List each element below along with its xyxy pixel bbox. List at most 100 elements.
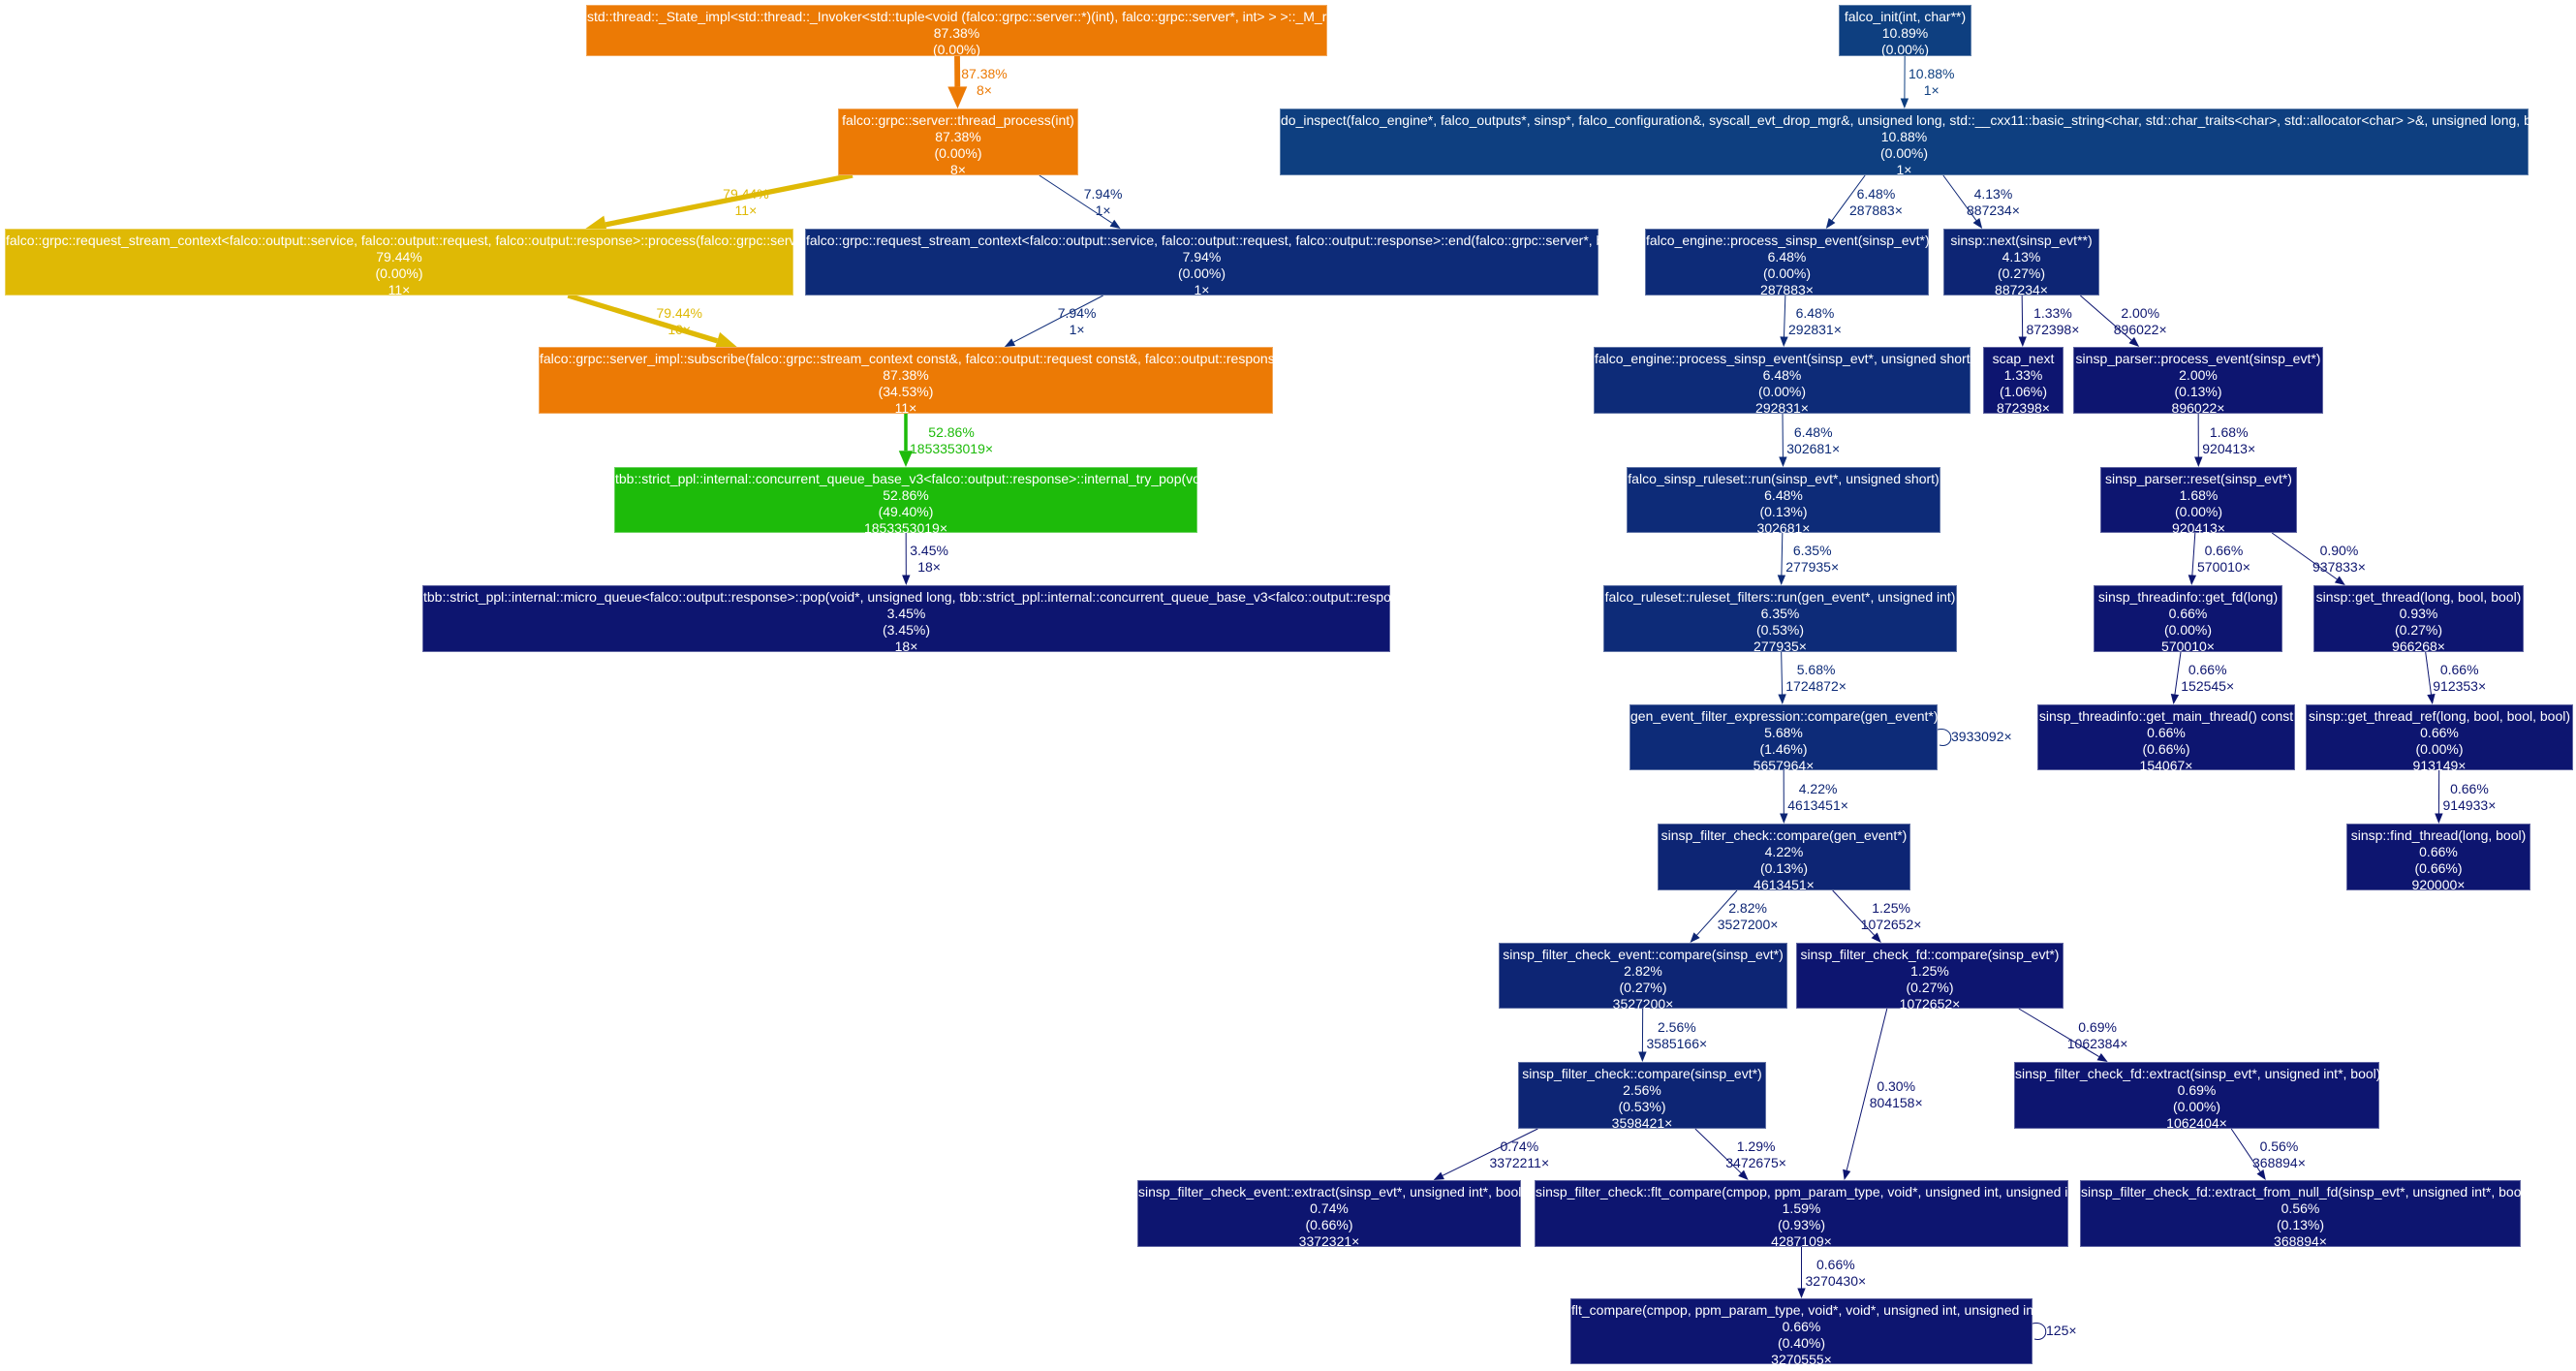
edge-label: 7.94% 1× <box>1058 305 1097 338</box>
function-node[interactable]: sinsp_filter_check_event::compare(sinsp_… <box>1499 943 1787 1012</box>
function-node[interactable]: sinsp_filter_check_event::extract(sinsp_… <box>1137 1180 1526 1249</box>
function-node[interactable]: do_inspect(falco_engine*, falco_outputs*… <box>1280 109 2576 177</box>
call-count: 154067× <box>2139 758 2193 773</box>
function-node[interactable]: tbb::strict_ppl::internal::concurrent_qu… <box>614 467 1221 536</box>
arrowhead-icon <box>1109 219 1121 229</box>
function-node[interactable]: flt_compare(cmpop, ppm_param_type, void*… <box>1570 1298 2042 1367</box>
function-name: falco::grpc::server::thread_process(int) <box>842 112 1074 128</box>
function-node[interactable]: falco::grpc::server_impl::subscribe(falc… <box>539 347 1296 416</box>
call-count: 920413× <box>2172 520 2225 536</box>
function-node[interactable]: falco::grpc::server::thread_process(int)… <box>838 109 1078 177</box>
self-time-percent: (0.13%) <box>2174 384 2222 399</box>
edge-call-count: 8× <box>977 82 992 98</box>
edge-label: 2.56% 3585166× <box>1647 1019 1708 1052</box>
edge-percent: 0.74% <box>1500 1137 1539 1154</box>
self-time-percent: (0.53%) <box>1755 622 1805 638</box>
arrowhead-icon <box>2128 336 2140 347</box>
function-node[interactable]: sinsp_threadinfo::get_main_thread() cons… <box>2037 704 2295 773</box>
edge-label: 0.56% 368894× <box>2252 1138 2306 1171</box>
function-node[interactable]: sinsp::next(sinsp_evt**) 4.13% (0.27%) 8872… <box>1943 229 2099 297</box>
edge-call-count: 287883× <box>1849 202 1903 218</box>
edge-label: 79.44% 11× <box>723 186 768 219</box>
function-node[interactable]: gen_event_filter_expression::compare(gen… <box>1629 704 1939 773</box>
edge-label: 52.86% 1853353019× <box>910 424 993 457</box>
call-edge <box>2230 1128 2261 1172</box>
function-name: tbb::strict_ppl::internal::concurrent_qu… <box>615 471 1221 486</box>
edge-label: 6.48% 292831× <box>1788 305 1842 338</box>
edge-percent: 1.29% <box>1736 1137 1776 1154</box>
edge-label: 6.48% 302681× <box>1786 424 1840 457</box>
total-time-percent: 10.88% <box>1880 129 1928 144</box>
function-node[interactable]: sinsp_parser::process_event(sinsp_evt*) 2… <box>2073 347 2323 416</box>
arrowhead-icon <box>2018 336 2027 347</box>
function-node[interactable]: sinsp::get_thread_ref(long, bool, bool, … <box>2306 704 2573 773</box>
function-node[interactable]: sinsp_filter_check::flt_compare(cmpop, p… <box>1535 1180 2084 1249</box>
edge-percent: 6.48% <box>1856 185 1896 202</box>
function-node[interactable]: scap_next 1.33% (1.06%) 872398× <box>1983 347 2064 416</box>
edge-call-count: 11× <box>734 202 758 218</box>
function-node[interactable]: sinsp_filter_check::compare(gen_event*) 4… <box>1658 824 1910 892</box>
edge-percent: 52.86% <box>928 423 975 440</box>
arrowhead-icon <box>1004 338 1016 347</box>
arrowhead-icon <box>2334 576 2345 585</box>
function-node[interactable]: falco::grpc::request_stream_context<falc… <box>5 229 818 297</box>
total-time-percent: 6.48% <box>1764 487 1803 503</box>
function-node[interactable]: falco_engine::process_sinsp_event(sinsp_… <box>1594 347 1974 416</box>
function-node[interactable]: falco_engine::process_sinsp_event(sinsp_… <box>1645 229 1930 297</box>
arrowhead-icon <box>1638 1051 1647 1062</box>
call-edge <box>2191 532 2196 576</box>
edge-call-count: 302681× <box>1786 440 1841 456</box>
edge-call-count: 3527200× <box>1717 917 1779 932</box>
function-node[interactable]: sinsp_filter_check::compare(sinsp_evt*) 2… <box>1518 1062 1766 1131</box>
total-time-percent: 52.86% <box>883 487 929 503</box>
self-time-percent: (0.93%) <box>1777 1217 1826 1232</box>
function-node[interactable]: sinsp_filter_check_fd::extract(sinsp_evt… <box>2014 1062 2380 1131</box>
call-count: 913149× <box>2412 758 2467 773</box>
function-node[interactable]: falco_init(int, char**) 10.89% (0.00%) <box>1839 5 1971 57</box>
edge-percent: 1.25% <box>1872 900 1910 916</box>
self-time-percent: (0.00%) <box>375 265 423 281</box>
edge-label: 5.68% 1724872× <box>1785 662 1847 695</box>
edge-call-count: 937833× <box>2312 559 2366 575</box>
total-time-percent: 6.35% <box>1760 606 1800 621</box>
call-count: 3372321× <box>1298 1233 1360 1249</box>
function-node[interactable]: falco::grpc::request_stream_context<falc… <box>805 229 1627 297</box>
call-edge <box>1846 1008 1888 1170</box>
total-time-percent: 7.94% <box>1182 249 1222 265</box>
arrowhead-icon <box>1871 932 1881 943</box>
function-node[interactable]: sinsp_filter_check_fd::extract_from_null… <box>2080 1180 2529 1249</box>
edge-call-count: 3372211× <box>1489 1154 1550 1170</box>
function-node[interactable]: falco_ruleset::ruleset_filters::run(gen_… <box>1603 585 1957 654</box>
edge-call-count: 887234× <box>1967 202 2020 218</box>
function-node[interactable]: sinsp::find_thread(long, bool) 0.66% (0.66… <box>2346 824 2530 892</box>
function-name: sinsp_filter_check::flt_compare(cmpop, p… <box>1536 1184 2084 1200</box>
edge-label: 4.22% 4613451× <box>1787 781 1848 814</box>
call-count: 966268× <box>2392 639 2445 654</box>
edge-percent: 79.44% <box>656 304 702 321</box>
edge-call-count: 896022× <box>2113 321 2167 337</box>
call-count: 3598421× <box>1611 1115 1673 1131</box>
call-edge <box>1039 174 1113 224</box>
total-time-percent: 6.48% <box>1762 367 1802 383</box>
edge-call-count: 18× <box>917 559 941 575</box>
call-count: 920000× <box>2411 877 2466 892</box>
edge-percent: 10.88% <box>1909 66 1955 81</box>
edge-call-count: 1062384× <box>2066 1035 2128 1051</box>
function-node[interactable]: sinsp_threadinfo::get_fd(long) 0.66% (0.00… <box>2094 585 2282 654</box>
call-count: 277935× <box>1754 639 1807 654</box>
function-name: sinsp_parser::process_event(sinsp_evt*) <box>2075 351 2321 366</box>
function-node[interactable]: std::thread::_State_impl<std::thread::_I… <box>586 5 1350 57</box>
self-time-percent: (0.27%) <box>1619 980 1667 995</box>
function-node[interactable]: tbb::strict_ppl::internal::micro_queue<f… <box>422 585 1435 654</box>
edge-call-count: 3585166× <box>1646 1035 1708 1051</box>
call-count: 292831× <box>1755 400 1809 416</box>
function-node[interactable]: falco_sinsp_ruleset::run(sinsp_evt*, uns… <box>1627 467 1940 536</box>
arrowhead-icon <box>947 86 968 109</box>
function-node[interactable]: sinsp::get_thread(long, bool, bool) 0.93%… <box>2313 585 2524 654</box>
self-time-percent: (0.66%) <box>1305 1217 1353 1232</box>
function-node[interactable]: sinsp_filter_check_fd::compare(sinsp_evt… <box>1796 943 2064 1012</box>
edge-label: 79.44% 10× <box>657 305 702 338</box>
function-node[interactable]: sinsp_parser::reset(sinsp_evt*) 1.68% (0.0… <box>2100 467 2297 536</box>
self-time-percent: (0.00%) <box>2163 622 2213 638</box>
call-count: 4613451× <box>1754 877 1815 892</box>
